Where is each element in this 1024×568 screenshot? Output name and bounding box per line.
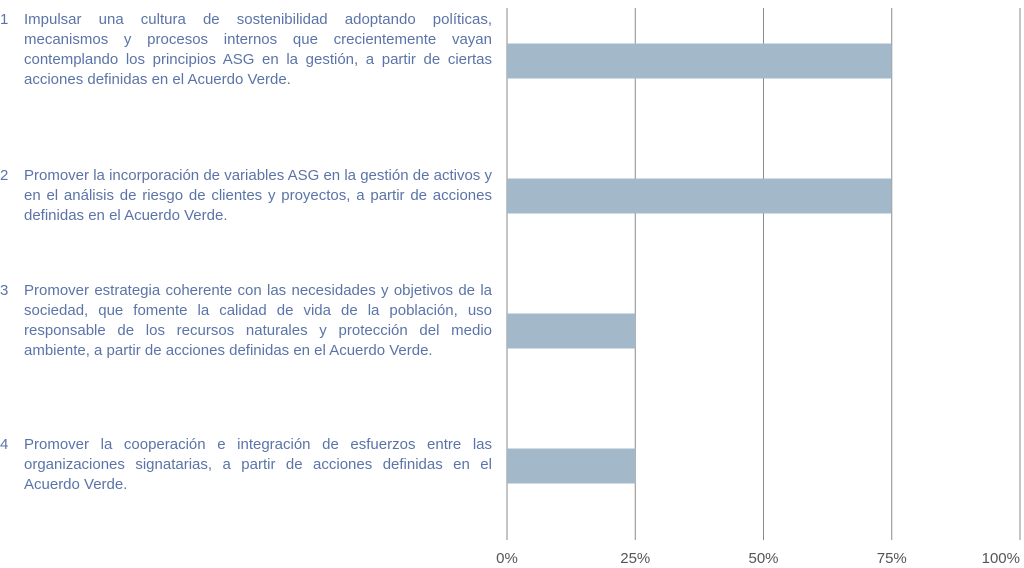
x-tick-label: 0%	[496, 550, 518, 567]
bar	[507, 178, 892, 214]
category-number: 4	[0, 436, 9, 453]
category-number: 1	[0, 11, 9, 28]
bar	[507, 43, 892, 79]
bar	[507, 448, 636, 484]
x-tick-label: 50%	[748, 550, 778, 567]
category-label: Promover la incorporación de variables A…	[24, 167, 492, 224]
category-label: Promover la cooperación e integración de…	[24, 436, 492, 493]
x-tick-label: 25%	[620, 550, 650, 567]
category-number: 2	[0, 167, 9, 184]
x-tick-label: 100%	[982, 550, 1020, 567]
category-label: Impulsar una cultura de sostenibilidad a…	[24, 11, 492, 88]
x-tick-label: 75%	[877, 550, 907, 567]
category-label: Promover estrategia coherente con las ne…	[24, 282, 492, 359]
bar	[507, 313, 636, 349]
category-number: 3	[0, 282, 9, 299]
